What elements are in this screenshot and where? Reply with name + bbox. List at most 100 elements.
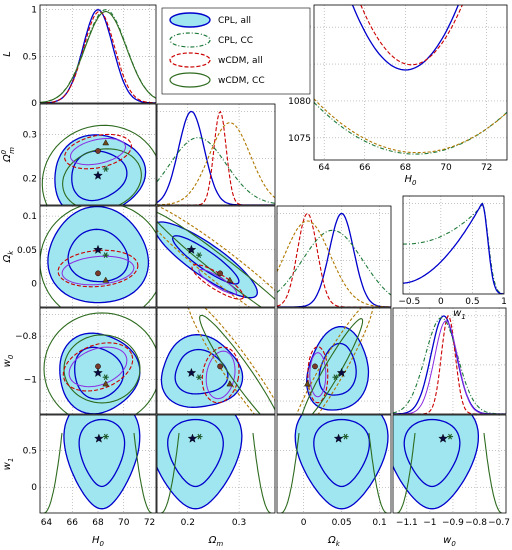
cpl_all-contour xyxy=(67,228,129,283)
cpl-all-fill xyxy=(295,415,388,509)
wcdm_all-contour xyxy=(201,346,240,404)
w1-x-tick-label: 1 xyxy=(501,297,507,307)
cpl-all-fill xyxy=(47,206,149,303)
chi2-x-tick-label: 68 xyxy=(400,163,412,173)
y-tick-label: 0.1 xyxy=(23,212,37,222)
y-tick-label: 0 xyxy=(31,279,37,289)
x-tick-label: 68 xyxy=(92,518,104,528)
cpl-all-star xyxy=(186,367,197,377)
w1-x-tick-label: −0.5 xyxy=(398,297,420,307)
y-tick-label: 0.5 xyxy=(23,446,37,456)
x-axis-label-Om: Ωm xyxy=(208,535,224,548)
wcdm_cc-likelihood xyxy=(40,11,156,103)
chi2-x-axis-label: H0 xyxy=(405,174,418,187)
y-tick-label: −1 xyxy=(24,375,37,385)
cpl-cc-outer-contour xyxy=(44,432,63,513)
legend-symbol-wcdm_all xyxy=(169,52,211,68)
wcdm_all-contour xyxy=(62,342,134,392)
panel-0-2-frame xyxy=(39,205,157,308)
asterisk-stroke xyxy=(197,433,202,440)
wcdm-cc-marker xyxy=(304,380,311,387)
cpl_all-contour xyxy=(157,221,258,299)
cpl_all-contour xyxy=(157,415,243,510)
wcdm_cc-contour xyxy=(43,312,156,414)
x-tick-label: 0 xyxy=(301,518,307,528)
chi2-y-tick-label: 1075 xyxy=(288,134,311,144)
cpl-cc-outer-contour xyxy=(483,432,502,513)
cpl_all-contour xyxy=(59,332,141,414)
cpl_all-contour xyxy=(403,418,461,488)
w1-x-tick-label: 0.5 xyxy=(465,297,479,307)
chi2-cpl_cc xyxy=(314,102,507,155)
wcdm-cc-marker xyxy=(102,380,110,387)
chi2-x-tick-label: 66 xyxy=(359,163,371,173)
wcdm-cc-marker xyxy=(226,276,234,283)
best-fit-markers xyxy=(93,14,454,443)
cpl-all-star xyxy=(187,433,198,443)
cpl-all-fill xyxy=(157,222,258,298)
w1-cpl-all-likelihood xyxy=(403,202,504,294)
legend-symbol-cpl_cc xyxy=(169,32,211,48)
cpl-all-fill xyxy=(161,334,243,408)
cpl_all-contour xyxy=(167,418,224,488)
chi2-x-tick-label: 70 xyxy=(440,163,452,173)
legend-label: wCDM, CC xyxy=(218,76,265,86)
x-tick-label: −0.7 xyxy=(488,518,510,528)
x-axis-label-Ok: Ωk xyxy=(327,535,341,548)
wcdm-all-marker xyxy=(217,270,223,277)
wcdm_cc-contour xyxy=(41,124,156,205)
cpl-cc-marker xyxy=(102,252,109,259)
wcdm-cc-marker xyxy=(102,276,110,283)
panel-frames xyxy=(39,4,508,514)
legend-label: wCDM, all xyxy=(218,56,263,66)
y-axis-label-0: L xyxy=(2,51,13,57)
contour-curves xyxy=(40,5,507,513)
wcdm-all-marker xyxy=(95,148,101,154)
y-tick-label: 0.3 xyxy=(23,131,37,141)
cpl-cc-marker xyxy=(196,252,203,259)
cpl-cc-marker xyxy=(332,374,339,381)
y-tick-label: −0.8 xyxy=(15,332,37,342)
purple-contour xyxy=(205,350,236,400)
legend-symbol-cpl-all xyxy=(169,12,211,28)
cpl_all-contour xyxy=(63,415,141,510)
chi2-x-tick-label: 64 xyxy=(318,163,330,173)
w1-x-tick-label: 0 xyxy=(438,297,444,307)
chi2-frame xyxy=(313,4,508,161)
wcdm_all-contour xyxy=(64,133,132,170)
cpl-all-star xyxy=(333,433,344,443)
panel-2-4-frame xyxy=(276,414,392,514)
wcdm_cc_alt-likelihood xyxy=(157,122,275,205)
cpl-cc-outer-contour xyxy=(161,432,180,513)
cpl-cc-marker xyxy=(342,433,349,440)
cpl_all-contour xyxy=(313,418,371,488)
cpl-cc-marker xyxy=(102,374,109,381)
panel-2-3-frame xyxy=(276,307,392,415)
cpl-all-star xyxy=(336,367,347,377)
panel-1-3-frame xyxy=(156,307,276,415)
cpl_all-contour xyxy=(54,134,147,205)
asterisk-stroke xyxy=(333,374,338,381)
wcdm_all-likelihood xyxy=(40,10,156,103)
chi2-y-tick-label: 1080 xyxy=(288,97,311,107)
w1-x-axis-label: w1 xyxy=(453,308,466,321)
x-tick-label: −0.9 xyxy=(442,518,464,528)
panel-1-2-frame xyxy=(156,205,276,308)
wcdm-all-marker xyxy=(217,363,223,370)
asterisk-stroke xyxy=(197,252,202,259)
panel-0-1-frame xyxy=(39,103,157,206)
y-tick-label: 0.5 xyxy=(23,52,37,62)
cpl_all-contour xyxy=(78,418,126,488)
panel-3-4-frame xyxy=(392,414,507,514)
cpl_all-contour xyxy=(71,150,128,202)
wcdm_cc-contour xyxy=(157,211,275,307)
cpl_cc-likelihood xyxy=(157,137,275,204)
cpl_all-likelihood xyxy=(157,110,275,205)
wcdm_all-contour xyxy=(307,346,329,404)
cpl-all-star xyxy=(94,433,104,443)
legend-label: CPL, all xyxy=(218,16,251,26)
wcdm-all-marker xyxy=(95,363,101,370)
cpl_all-contour xyxy=(393,415,480,510)
wcdm_all-contour xyxy=(57,249,139,288)
